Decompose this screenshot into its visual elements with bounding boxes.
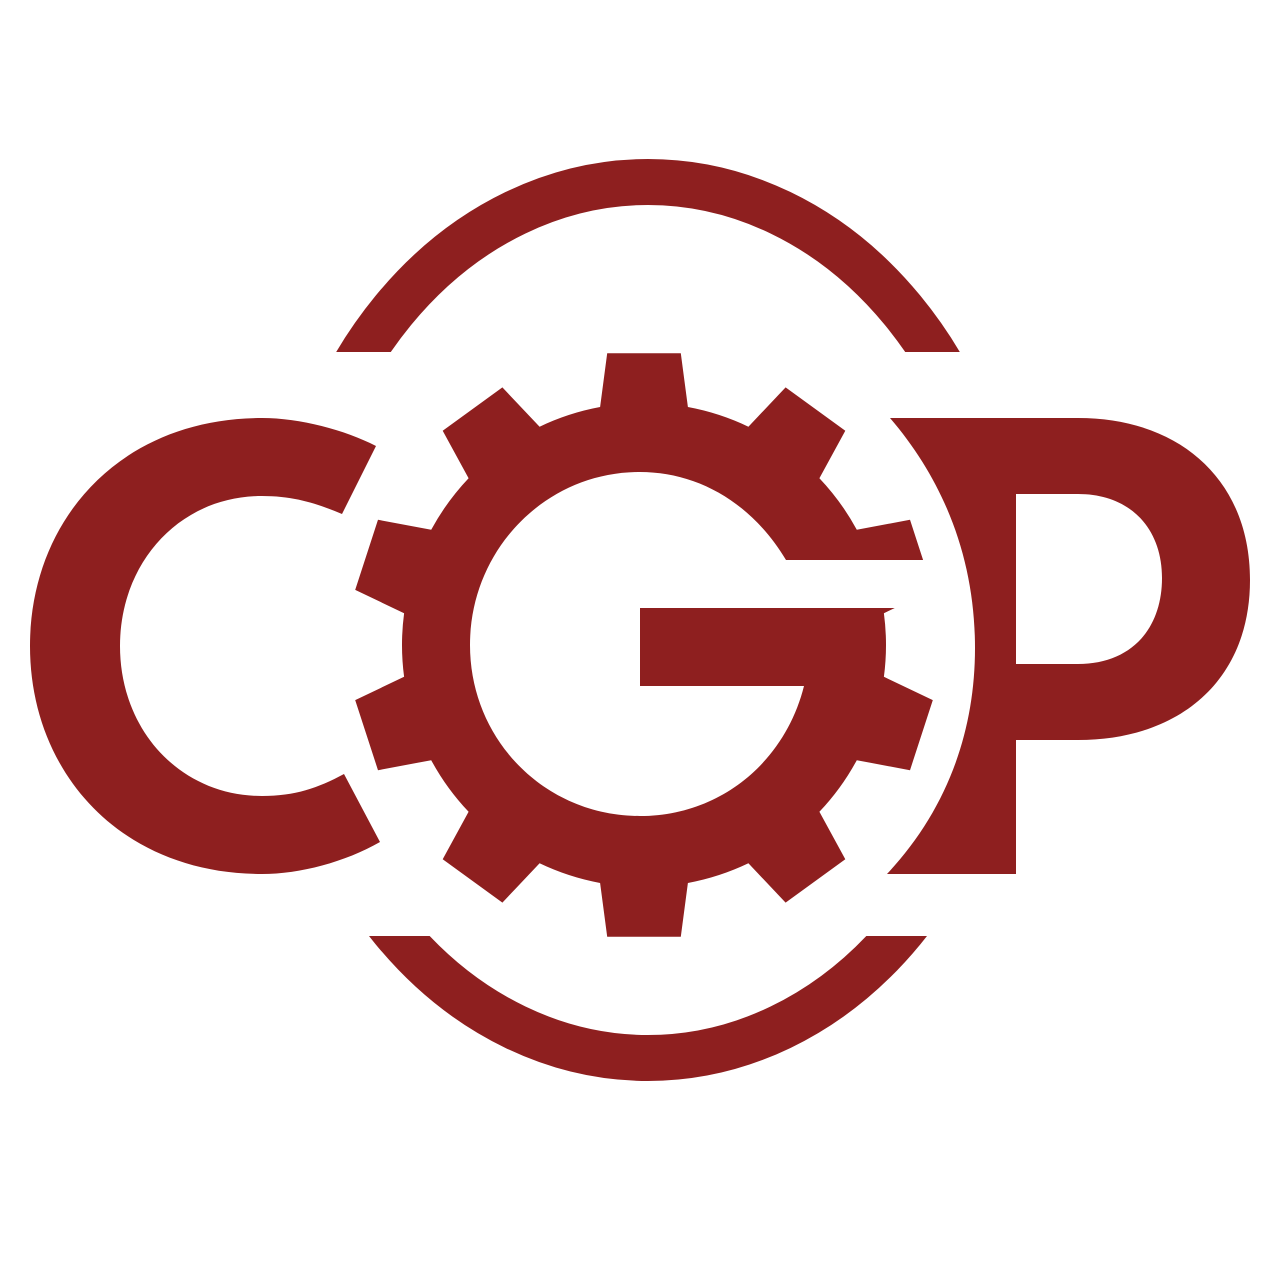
gear-icon <box>355 353 933 937</box>
letter-c <box>30 418 380 874</box>
letter-g <box>470 472 960 816</box>
letter-p <box>887 418 1250 874</box>
